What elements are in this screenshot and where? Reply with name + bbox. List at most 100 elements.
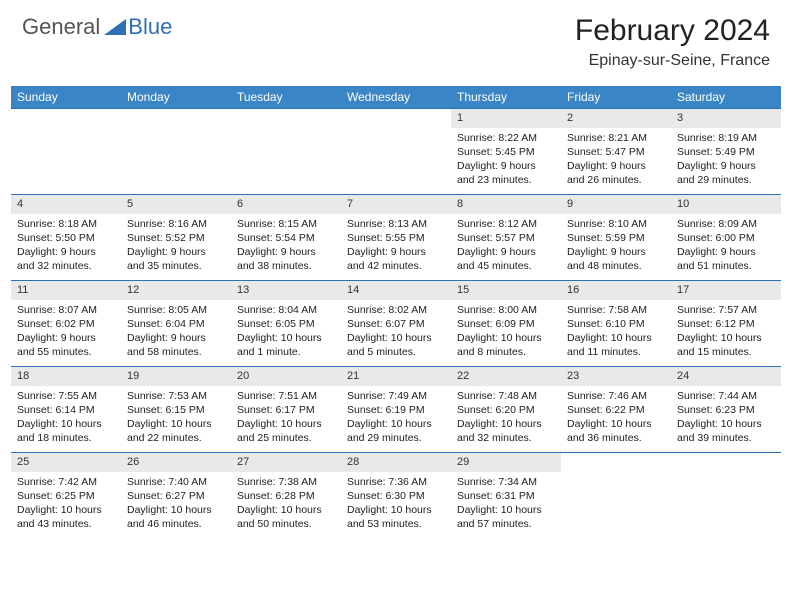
day-number: 2: [561, 109, 671, 128]
day-info: Sunrise: 8:12 AMSunset: 5:57 PMDaylight:…: [451, 217, 561, 274]
day-number: 22: [451, 367, 561, 386]
sunrise-text: Sunrise: 8:13 AM: [347, 217, 445, 231]
daylight-text: Daylight: 10 hours and 57 minutes.: [457, 503, 555, 531]
day-number: 24: [671, 367, 781, 386]
daylight-text: Daylight: 9 hours and 45 minutes.: [457, 245, 555, 273]
day-number: 15: [451, 281, 561, 300]
sunset-text: Sunset: 6:31 PM: [457, 489, 555, 503]
brand-part1: General: [22, 14, 100, 40]
sunset-text: Sunset: 6:05 PM: [237, 317, 335, 331]
sunset-text: Sunset: 5:49 PM: [677, 145, 775, 159]
calendar-cell: 9Sunrise: 8:10 AMSunset: 5:59 PMDaylight…: [561, 195, 671, 281]
daylight-text: Daylight: 10 hours and 29 minutes.: [347, 417, 445, 445]
day-number: 25: [11, 453, 121, 472]
day-number: 3: [671, 109, 781, 128]
day-number: [11, 109, 121, 127]
daylight-text: Daylight: 10 hours and 53 minutes.: [347, 503, 445, 531]
day-number: 28: [341, 453, 451, 472]
sunrise-text: Sunrise: 8:05 AM: [127, 303, 225, 317]
day-number: 19: [121, 367, 231, 386]
daylight-text: Daylight: 9 hours and 55 minutes.: [17, 331, 115, 359]
daylight-text: Daylight: 9 hours and 32 minutes.: [17, 245, 115, 273]
calendar-cell: 20 Sunrise: 7:51 AMSunset: 6:17 PMDayligh…: [231, 367, 341, 453]
title-block: February 2024 Epinay-sur-Seine, France: [575, 14, 770, 70]
calendar-cell: 23Sunrise: 7:46 AMSunset: 6:22 PMDayligh…: [561, 367, 671, 453]
day-number: 6: [231, 195, 341, 214]
daylight-text: Daylight: 10 hours and 15 minutes.: [677, 331, 775, 359]
day-number: 16: [561, 281, 671, 300]
calendar-cell: 2Sunrise: 8:21 AMSunset: 5:47 PMDaylight…: [561, 109, 671, 195]
sunrise-text: Sunrise: 7:53 AM: [127, 389, 225, 403]
day-info: Sunrise: 7:42 AMSunset: 6:25 PMDaylight:…: [11, 475, 121, 532]
day-info: Sunrise: 7:46 AMSunset: 6:22 PMDaylight:…: [561, 389, 671, 446]
calendar-cell: [341, 109, 451, 195]
daylight-text: Daylight: 10 hours and 11 minutes.: [567, 331, 665, 359]
sunset-text: Sunset: 6:23 PM: [677, 403, 775, 417]
sunset-text: Sunset: 5:54 PM: [237, 231, 335, 245]
day-info: Sunrise: 7:40 AMSunset: 6:27 PMDaylight:…: [121, 475, 231, 532]
sunset-text: Sunset: 6:07 PM: [347, 317, 445, 331]
day-number: 27: [231, 453, 341, 472]
day-number: 10: [671, 195, 781, 214]
sunrise-text: Sunrise: 7:44 AM: [677, 389, 775, 403]
day-info: Sunrise: 8:09 AMSunset: 6:00 PMDaylight:…: [671, 217, 781, 274]
calendar-cell: 7Sunrise: 8:13 AMSunset: 5:55 PMDaylight…: [341, 195, 451, 281]
daylight-text: Daylight: 9 hours and 48 minutes.: [567, 245, 665, 273]
day-info: Sunrise: 7:51 AMSunset: 6:17 PMDaylight:…: [231, 389, 341, 446]
brand-triangle-icon: [104, 19, 126, 35]
daylight-text: Daylight: 10 hours and 46 minutes.: [127, 503, 225, 531]
sunrise-text: Sunrise: 8:02 AM: [347, 303, 445, 317]
calendar-cell: 14Sunrise: 8:02 AMSunset: 6:07 PMDayligh…: [341, 281, 451, 367]
day-info: Sunrise: 7:48 AMSunset: 6:20 PMDaylight:…: [451, 389, 561, 446]
day-number: 14: [341, 281, 451, 300]
day-number: 8: [451, 195, 561, 214]
calendar-cell: [231, 109, 341, 195]
header: General Blue February 2024 Epinay-sur-Se…: [0, 0, 792, 76]
sunrise-text: Sunrise: 8:15 AM: [237, 217, 335, 231]
day-number: 17: [671, 281, 781, 300]
sunrise-text: Sunrise: 8:00 AM: [457, 303, 555, 317]
day-info: Sunrise: 8:19 AMSunset: 5:49 PMDaylight:…: [671, 131, 781, 188]
day-info: Sunrise: 8:16 AMSunset: 5:52 PMDaylight:…: [121, 217, 231, 274]
sunrise-text: Sunrise: 8:16 AM: [127, 217, 225, 231]
day-number: 7: [341, 195, 451, 214]
calendar-cell: 19Sunrise: 7:53 AMSunset: 6:15 PMDayligh…: [121, 367, 231, 453]
location-label: Epinay-sur-Seine, France: [575, 52, 770, 70]
calendar-cell: 10 Sunrise: 8:09 AMSunset: 6:00 PMDayligh…: [671, 195, 781, 281]
daylight-text: Daylight: 10 hours and 32 minutes.: [457, 417, 555, 445]
calendar-cell: 25 Sunrise: 7:42 AMSunset: 6:25 PMDayligh…: [11, 453, 121, 539]
sunset-text: Sunset: 6:04 PM: [127, 317, 225, 331]
sunrise-text: Sunrise: 8:07 AM: [17, 303, 115, 317]
day-number: 20: [231, 367, 341, 386]
sunrise-text: Sunrise: 7:51 AM: [237, 389, 335, 403]
sunset-text: Sunset: 6:25 PM: [17, 489, 115, 503]
day-number: [561, 453, 671, 471]
calendar-cell: 22 Sunrise: 7:48 AMSunset: 6:20 PMDayligh…: [451, 367, 561, 453]
calendar-cell: 24Sunrise: 7:44 AMSunset: 6:23 PMDayligh…: [671, 367, 781, 453]
daylight-text: Daylight: 9 hours and 26 minutes.: [567, 159, 665, 187]
calendar-cell: 8 Sunrise: 8:12 AMSunset: 5:57 PMDaylight…: [451, 195, 561, 281]
day-info: Sunrise: 7:58 AMSunset: 6:10 PMDaylight:…: [561, 303, 671, 360]
day-header: Friday: [561, 86, 671, 109]
sunrise-text: Sunrise: 7:49 AM: [347, 389, 445, 403]
sunrise-text: Sunrise: 8:10 AM: [567, 217, 665, 231]
daylight-text: Daylight: 10 hours and 22 minutes.: [127, 417, 225, 445]
calendar-week-row: 11Sunrise: 8:07 AMSunset: 6:02 PMDayligh…: [11, 281, 781, 367]
sunset-text: Sunset: 5:59 PM: [567, 231, 665, 245]
daylight-text: Daylight: 9 hours and 35 minutes.: [127, 245, 225, 273]
day-number: 11: [11, 281, 121, 300]
calendar-cell: 12Sunrise: 8:05 AMSunset: 6:04 PMDayligh…: [121, 281, 231, 367]
sunset-text: Sunset: 5:55 PM: [347, 231, 445, 245]
daylight-text: Daylight: 9 hours and 29 minutes.: [677, 159, 775, 187]
day-info: Sunrise: 7:34 AMSunset: 6:31 PMDaylight:…: [451, 475, 561, 532]
day-header: Monday: [121, 86, 231, 109]
daylight-text: Daylight: 9 hours and 23 minutes.: [457, 159, 555, 187]
day-info: Sunrise: 7:38 AMSunset: 6:28 PMDaylight:…: [231, 475, 341, 532]
daylight-text: Daylight: 9 hours and 38 minutes.: [237, 245, 335, 273]
sunrise-text: Sunrise: 7:46 AM: [567, 389, 665, 403]
calendar-cell: [11, 109, 121, 195]
sunrise-text: Sunrise: 8:12 AM: [457, 217, 555, 231]
day-info: Sunrise: 8:05 AMSunset: 6:04 PMDaylight:…: [121, 303, 231, 360]
daylight-text: Daylight: 10 hours and 43 minutes.: [17, 503, 115, 531]
day-number: [231, 109, 341, 127]
